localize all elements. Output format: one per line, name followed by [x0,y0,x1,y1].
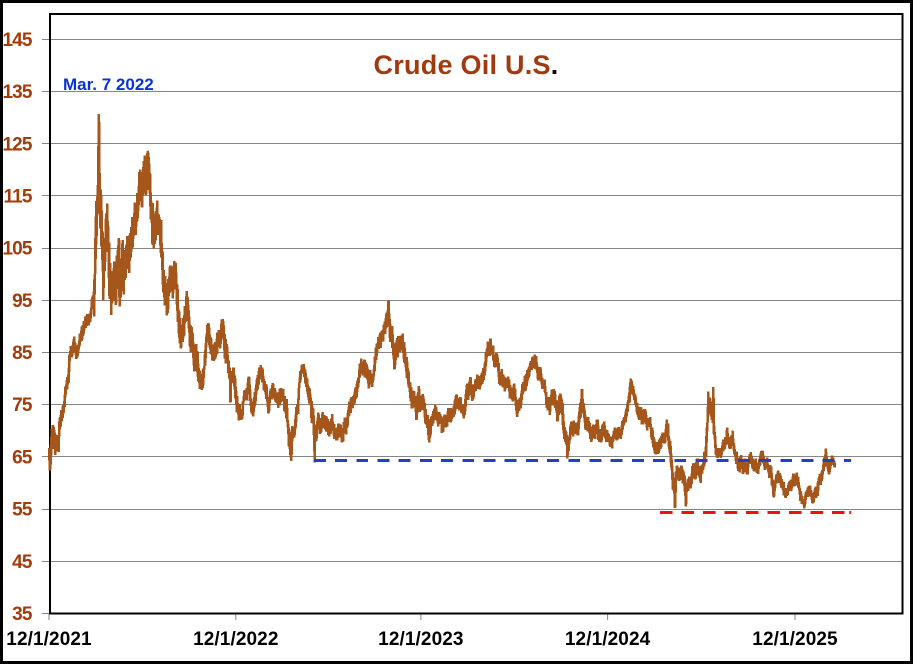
svg-text:135: 135 [2,82,32,103]
svg-text:75: 75 [12,395,33,416]
svg-text:105: 105 [2,239,32,260]
svg-text:Crude Oil U.S.: Crude Oil U.S. [373,50,558,80]
svg-text:145: 145 [2,30,32,51]
svg-text:65: 65 [12,447,33,468]
svg-text:Mar. 7 2022: Mar. 7 2022 [63,75,154,94]
svg-text:125: 125 [2,134,32,155]
svg-text:12/1/2023: 12/1/2023 [378,629,463,650]
svg-text:12/1/2021: 12/1/2021 [6,629,92,650]
svg-text:55: 55 [12,500,33,521]
svg-text:35: 35 [12,604,33,625]
svg-text:85: 85 [12,343,33,364]
svg-text:45: 45 [12,552,33,573]
svg-text:12/1/2022: 12/1/2022 [193,629,278,650]
svg-text:95: 95 [12,291,33,312]
svg-text:115: 115 [4,187,33,208]
svg-text:12/1/2025: 12/1/2025 [752,629,838,650]
svg-text:12/1/2024: 12/1/2024 [565,629,651,650]
